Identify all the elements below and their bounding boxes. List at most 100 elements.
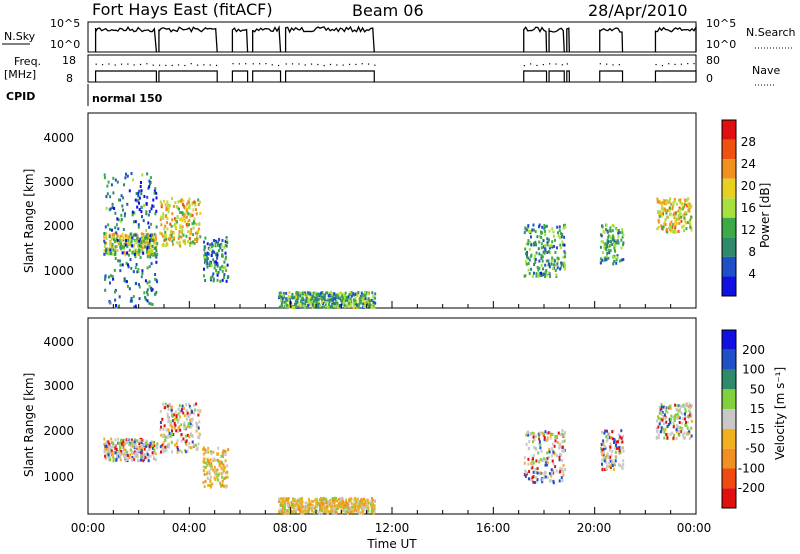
heatmap-cell: [218, 237, 221, 241]
heatmap-cell: [548, 229, 551, 233]
heatmap-cell: [282, 507, 285, 511]
heatmap-cell: [104, 274, 107, 278]
heatmap-cell: [173, 426, 176, 430]
heatmap-cell: [345, 505, 348, 509]
heatmap-cell: [663, 405, 665, 409]
heatmap-cell: [293, 502, 296, 506]
heatmap-cell: [372, 508, 375, 512]
heatmap-cell: [219, 266, 222, 270]
heatmap-cell: [180, 450, 183, 454]
heatmap-cell: [538, 240, 541, 244]
heatmap-cell: [335, 293, 338, 297]
heatmap-cell: [676, 404, 679, 408]
heatmap-cell: [669, 433, 672, 436]
heatmap-cell: [316, 498, 319, 502]
heatmap-cell: [613, 441, 615, 444]
heatmap-cell: [346, 509, 349, 513]
velocity-ytick-4000: 4000: [43, 335, 74, 349]
heatmap-cell: [147, 247, 150, 251]
heatmap-cell: [151, 451, 154, 455]
heatmap-cell: [138, 297, 141, 301]
heatmap-cell: [333, 504, 336, 508]
heatmap-cell: [684, 407, 687, 411]
heatmap-cell: [541, 459, 544, 462]
heatmap-cell: [137, 449, 140, 453]
heatmap-cell: [684, 410, 687, 414]
heatmap-cell: [119, 237, 121, 241]
heatmap-cell: [142, 439, 145, 442]
heatmap-cell: [672, 213, 675, 217]
heatmap-cell: [114, 290, 116, 294]
heatmap-cell: [669, 222, 672, 226]
colorbar-tick: 12: [741, 223, 756, 237]
heatmap-cell: [658, 405, 661, 409]
heatmap-cell: [529, 229, 532, 233]
heatmap-cell: [600, 240, 603, 244]
heatmap-cell: [678, 416, 681, 420]
heatmap-cell: [605, 254, 608, 258]
heatmap-cell: [561, 240, 564, 244]
heatmap-cell: [138, 459, 141, 463]
heatmap-cell: [563, 433, 566, 436]
heatmap-cell: [103, 437, 106, 441]
heatmap-cell: [156, 252, 159, 256]
heatmap-cell: [561, 459, 564, 462]
heatmap-cell: [619, 435, 622, 439]
heatmap-cell: [362, 506, 365, 510]
heatmap-cell: [115, 458, 118, 462]
heatmap-cell: [525, 228, 528, 232]
heatmap-cell: [183, 426, 186, 430]
heatmap-cell: [112, 442, 114, 445]
heatmap-cell: [145, 202, 148, 205]
heatmap-cell: [148, 285, 151, 289]
heatmap-cell: [347, 506, 350, 510]
heatmap-cell: [661, 411, 664, 414]
colorbar-tick: -15: [745, 422, 765, 436]
heatmap-cell: [551, 227, 554, 231]
heatmap-cell: [325, 507, 328, 511]
heatmap-cell: [671, 205, 674, 209]
heatmap-cell: [360, 301, 362, 305]
heatmap-cell: [533, 438, 536, 442]
heatmap-cell: [549, 479, 552, 482]
heatmap-cell: [225, 268, 228, 272]
heatmap-cell: [660, 203, 663, 207]
heatmap-cell: [279, 291, 282, 295]
heatmap-cell: [190, 446, 193, 450]
heatmap-cell: [140, 192, 143, 196]
heatmap-cell: [344, 299, 347, 303]
heatmap-cell: [150, 253, 153, 257]
heatmap-cell: [604, 242, 607, 246]
heatmap-cell: [279, 293, 282, 297]
heatmap-cell: [295, 508, 298, 512]
heatmap-cell: [210, 452, 213, 456]
heatmap-cell: [145, 441, 147, 445]
heatmap-cell: [354, 296, 357, 300]
heatmap-cell: [222, 463, 225, 467]
heatmap-cell: [548, 244, 551, 248]
heatmap-cell: [138, 442, 141, 446]
heatmap-cell: [285, 298, 288, 302]
heatmap-cell: [188, 441, 191, 445]
colorbar-tick: 8: [748, 245, 756, 259]
heatmap-cell: [607, 456, 610, 460]
heatmap-cell: [221, 461, 224, 465]
colorbar-swatch: [722, 409, 736, 429]
heatmap-cell: [107, 451, 110, 455]
heatmap-cell: [537, 273, 540, 277]
heatmap-cell: [209, 261, 212, 265]
heatmap-cell: [150, 288, 153, 292]
heatmap-cell: [148, 210, 151, 213]
heatmap-cell: [104, 446, 107, 450]
heatmap-cell: [148, 444, 151, 448]
nsky-label: N.Sky: [4, 30, 36, 43]
heatmap-cell: [188, 435, 191, 439]
heatmap-cell: [147, 252, 150, 256]
heatmap-cell: [122, 196, 125, 200]
heatmap-cell: [677, 214, 680, 217]
heatmap-cell: [166, 412, 169, 416]
heatmap-cell: [611, 437, 614, 441]
heatmap-cell: [186, 449, 189, 453]
heatmap-cell: [220, 244, 223, 248]
